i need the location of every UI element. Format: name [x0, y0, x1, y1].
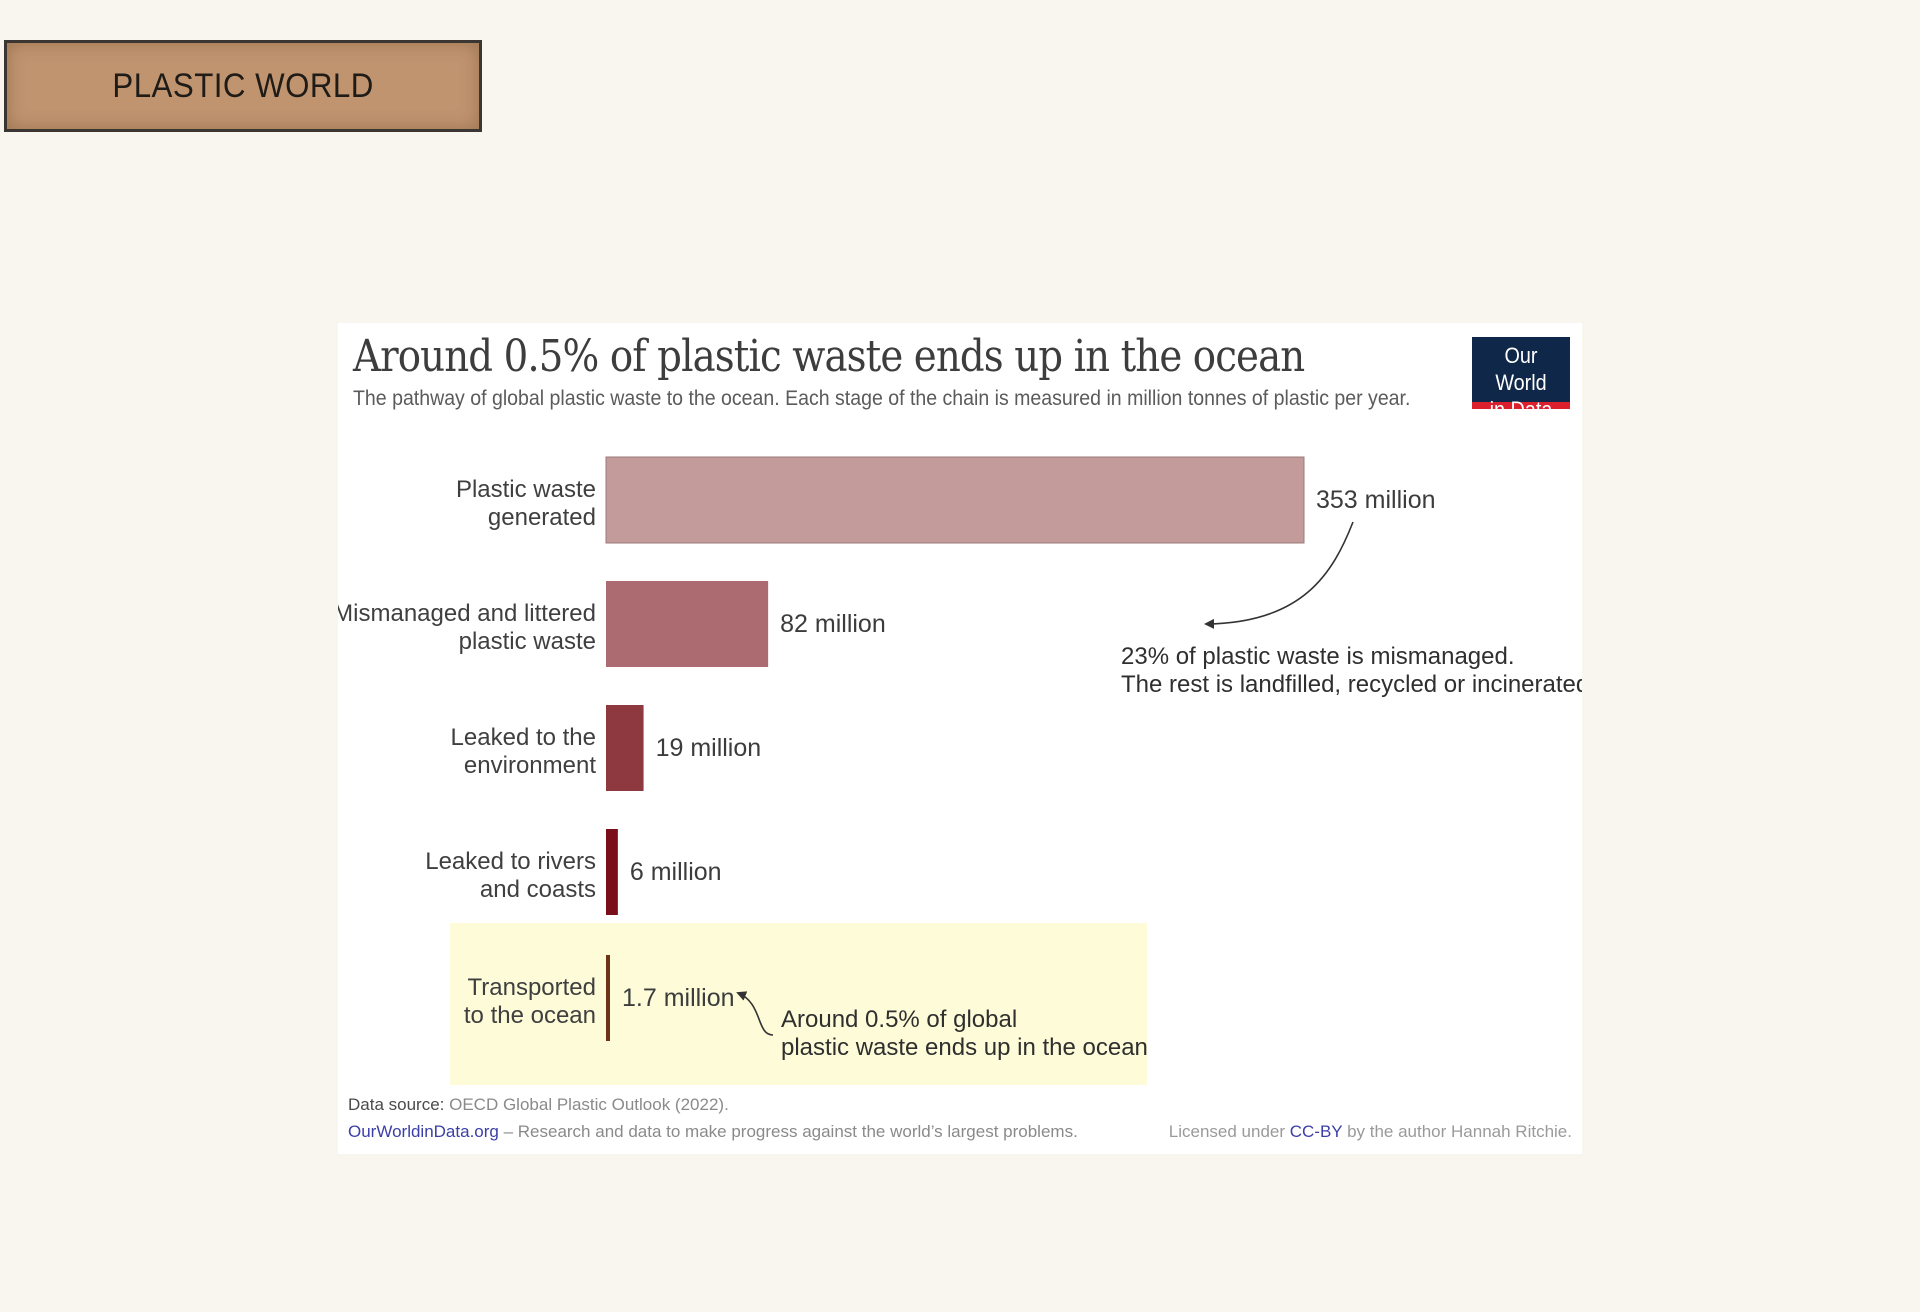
annotation-arrow-mismanaged	[1204, 521, 1354, 629]
category-label: Transported to the ocean	[464, 974, 596, 1029]
bar	[606, 955, 610, 1041]
ocean-highlight-box	[450, 923, 1147, 1085]
category-label: Plastic waste generated	[456, 476, 596, 531]
annotation-arrow-ocean	[736, 991, 774, 1036]
value-label: 6 million	[630, 858, 722, 886]
annotation-mismanaged: 23% of plastic waste is mismanaged. The r…	[1121, 643, 1582, 698]
banner-title: PLASTIC WORLD	[112, 66, 374, 105]
bar	[606, 705, 644, 791]
chart-subtitle: The pathway of global plastic waste to t…	[353, 387, 1411, 410]
bar	[606, 581, 769, 667]
plastic-world-banner: PLASTIC WORLD	[4, 40, 482, 132]
footer-data-source: Data source: OECD Global Plastic Outlook…	[348, 1095, 729, 1115]
chart-title: Around 0.5% of plastic waste ends up in …	[353, 331, 1305, 382]
value-label: 19 million	[656, 734, 762, 762]
value-label: 353 million	[1316, 486, 1436, 514]
site-link[interactable]: OurWorldinData.org	[348, 1122, 499, 1141]
license-prefix: Licensed under	[1168, 1122, 1290, 1141]
category-label: Leaked to rivers and coasts	[425, 848, 596, 903]
logo-line-1: Our World	[1495, 343, 1547, 395]
chart-card: Around 0.5% of plastic waste ends up in …	[338, 323, 1582, 1154]
logo-line-2: in Data	[1489, 397, 1553, 422]
source-text: OECD Global Plastic Outlook (2022).	[449, 1095, 729, 1114]
site-tagline: – Research and data to make progress aga…	[498, 1122, 1078, 1141]
owid-logo[interactable]: Our World in Data	[1472, 337, 1570, 422]
footer-site: OurWorldinData.org – Research and data t…	[348, 1122, 1078, 1142]
annotation-ocean: Around 0.5% of global plastic waste ends …	[781, 1006, 1148, 1061]
footer-license: Licensed under CC-BY by the author Hanna…	[1169, 1122, 1572, 1142]
value-label: 1.7 million	[622, 984, 735, 1012]
value-label: 82 million	[780, 610, 886, 638]
category-label: Leaked to the environment	[451, 724, 597, 779]
bar	[606, 829, 618, 915]
bar	[605, 456, 1305, 544]
license-link[interactable]: CC-BY	[1289, 1122, 1343, 1141]
source-label: Data source:	[348, 1095, 445, 1114]
license-suffix: by the author Hannah Ritchie.	[1342, 1122, 1572, 1141]
bar-chart: Plastic waste generated 353 million Mismana…	[338, 456, 1582, 1085]
category-label: Mismanaged and littered plastic waste	[338, 600, 596, 655]
